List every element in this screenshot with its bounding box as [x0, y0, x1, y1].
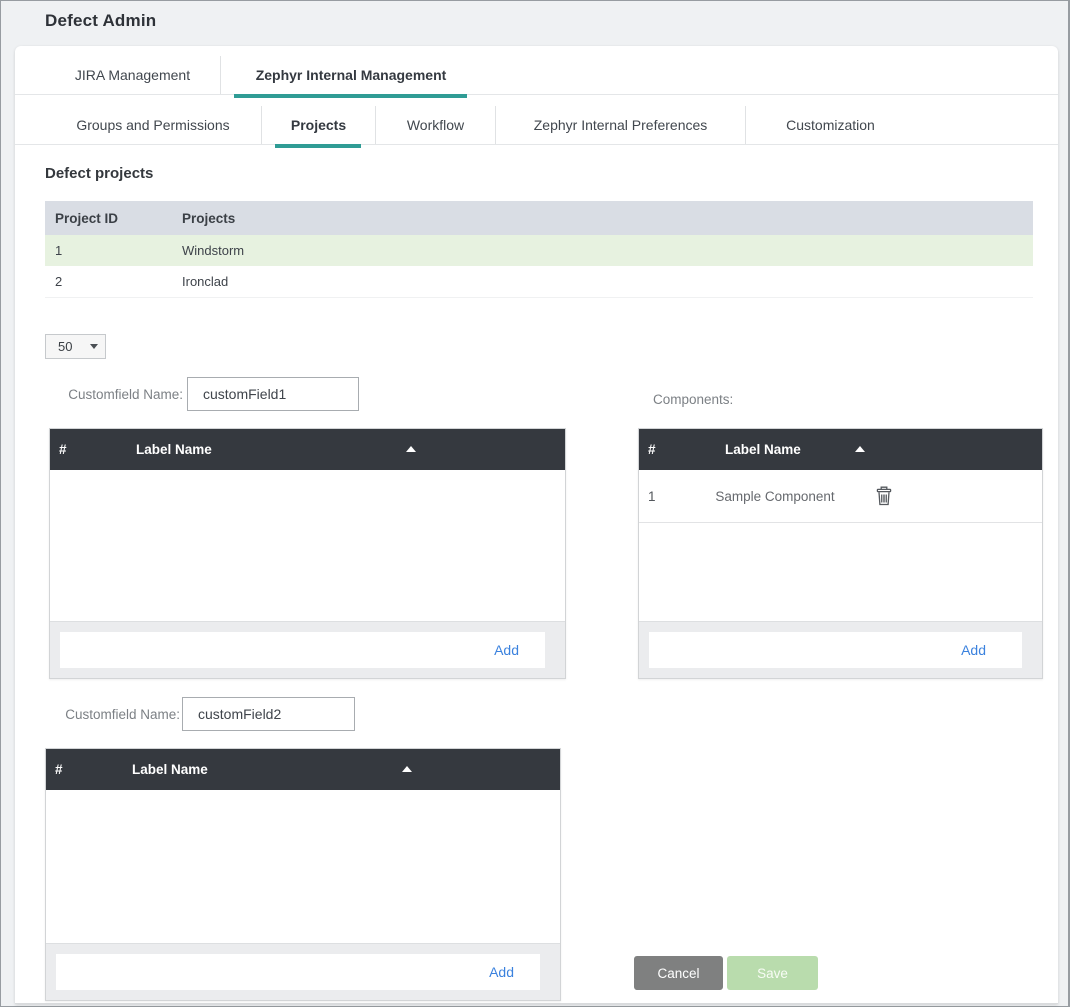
page-size-select[interactable]: 50	[45, 334, 106, 359]
components-table-header: # Label Name	[639, 429, 1042, 470]
customfield2-add-button[interactable]: Add	[489, 964, 514, 980]
project-id-cell: 1	[55, 243, 63, 258]
project-row-ironclad[interactable]: 2 Ironclad	[45, 266, 1033, 298]
tab-projects[interactable]: Projects	[262, 106, 376, 148]
project-row-windstorm[interactable]: 1 Windstorm	[45, 235, 1033, 266]
components-label: Components:	[653, 392, 734, 407]
secondary-tab-bar: Groups and Permissions Projects Workflow…	[45, 106, 915, 148]
secondary-tab-divider-line	[15, 144, 1058, 145]
number-column-header: #	[55, 762, 63, 777]
tab-jira-management[interactable]: JIRA Management	[45, 56, 221, 94]
customfield1-add-button[interactable]: Add	[494, 642, 519, 658]
component-row: 1 Sample Component	[639, 470, 1042, 523]
customfield2-table-header: # Label Name	[46, 749, 560, 790]
sort-asc-icon[interactable]	[402, 766, 412, 772]
column-header-projects: Projects	[182, 210, 236, 226]
primary-tab-divider-line	[15, 94, 1058, 95]
components-add-row-input[interactable]: Add	[649, 632, 1022, 668]
page-title: Defect Admin	[45, 11, 157, 30]
customfield2-table-body	[46, 790, 560, 944]
customfield1-table-footer: Add	[50, 621, 565, 678]
customfield1-table-body	[50, 470, 565, 622]
defect-projects-table: Project ID Projects 1 Windstorm 2 Ironcl…	[45, 201, 1033, 298]
primary-tab-bar: JIRA Management Zephyr Internal Manageme…	[45, 56, 481, 98]
components-add-button[interactable]: Add	[961, 642, 986, 658]
dropdown-arrow-icon	[90, 344, 98, 349]
project-id-cell: 2	[55, 274, 63, 289]
component-number-cell: 1	[648, 488, 656, 504]
customfield1-label: Customfield Name:	[68, 387, 183, 402]
sort-asc-icon[interactable]	[855, 446, 865, 452]
tab-groups-and-permissions[interactable]: Groups and Permissions	[45, 106, 262, 144]
customfield2-table-footer: Add	[46, 943, 560, 1000]
customfield2-label: Customfield Name:	[65, 707, 180, 722]
customfield2-input[interactable]	[182, 697, 355, 731]
cancel-button[interactable]: Cancel	[634, 956, 723, 990]
tab-workflow[interactable]: Workflow	[376, 106, 496, 144]
label-name-column-header: Label Name	[136, 442, 212, 457]
components-table-body: 1 Sample Component	[639, 470, 1042, 622]
defect-projects-header-row: Project ID Projects	[45, 201, 1033, 235]
label-name-column-header: Label Name	[725, 442, 801, 457]
customfield1-input[interactable]	[187, 377, 359, 411]
customfield1-label-table: # Label Name Add	[49, 428, 566, 679]
tab-zephyr-internal-management[interactable]: Zephyr Internal Management	[221, 56, 481, 98]
number-column-header: #	[59, 442, 67, 457]
content-card: JIRA Management Zephyr Internal Manageme…	[15, 46, 1058, 1004]
trash-icon	[876, 486, 892, 506]
customfield2-label-table: # Label Name Add	[45, 748, 561, 1001]
label-name-column-header: Label Name	[132, 762, 208, 777]
tab-zephyr-internal-preferences[interactable]: Zephyr Internal Preferences	[496, 106, 746, 144]
project-name-cell: Windstorm	[182, 243, 245, 258]
tab-customization[interactable]: Customization	[786, 117, 875, 133]
delete-component-button[interactable]	[876, 486, 892, 506]
project-name-cell: Ironclad	[182, 274, 229, 289]
customfield2-add-row-input[interactable]: Add	[56, 954, 540, 990]
number-column-header: #	[648, 442, 656, 457]
column-header-project-id: Project ID	[55, 210, 119, 226]
page-size-value: 50	[58, 339, 73, 354]
components-table: # Label Name 1 Sample Component	[638, 428, 1043, 679]
customfield1-add-row-input[interactable]: Add	[60, 632, 545, 668]
components-table-footer: Add	[639, 621, 1042, 678]
save-button[interactable]: Save	[727, 956, 818, 990]
customfield1-table-header: # Label Name	[50, 429, 565, 470]
component-name-cell: Sample Component	[715, 488, 835, 504]
sort-asc-icon[interactable]	[406, 446, 416, 452]
defect-projects-heading: Defect projects	[45, 165, 154, 182]
